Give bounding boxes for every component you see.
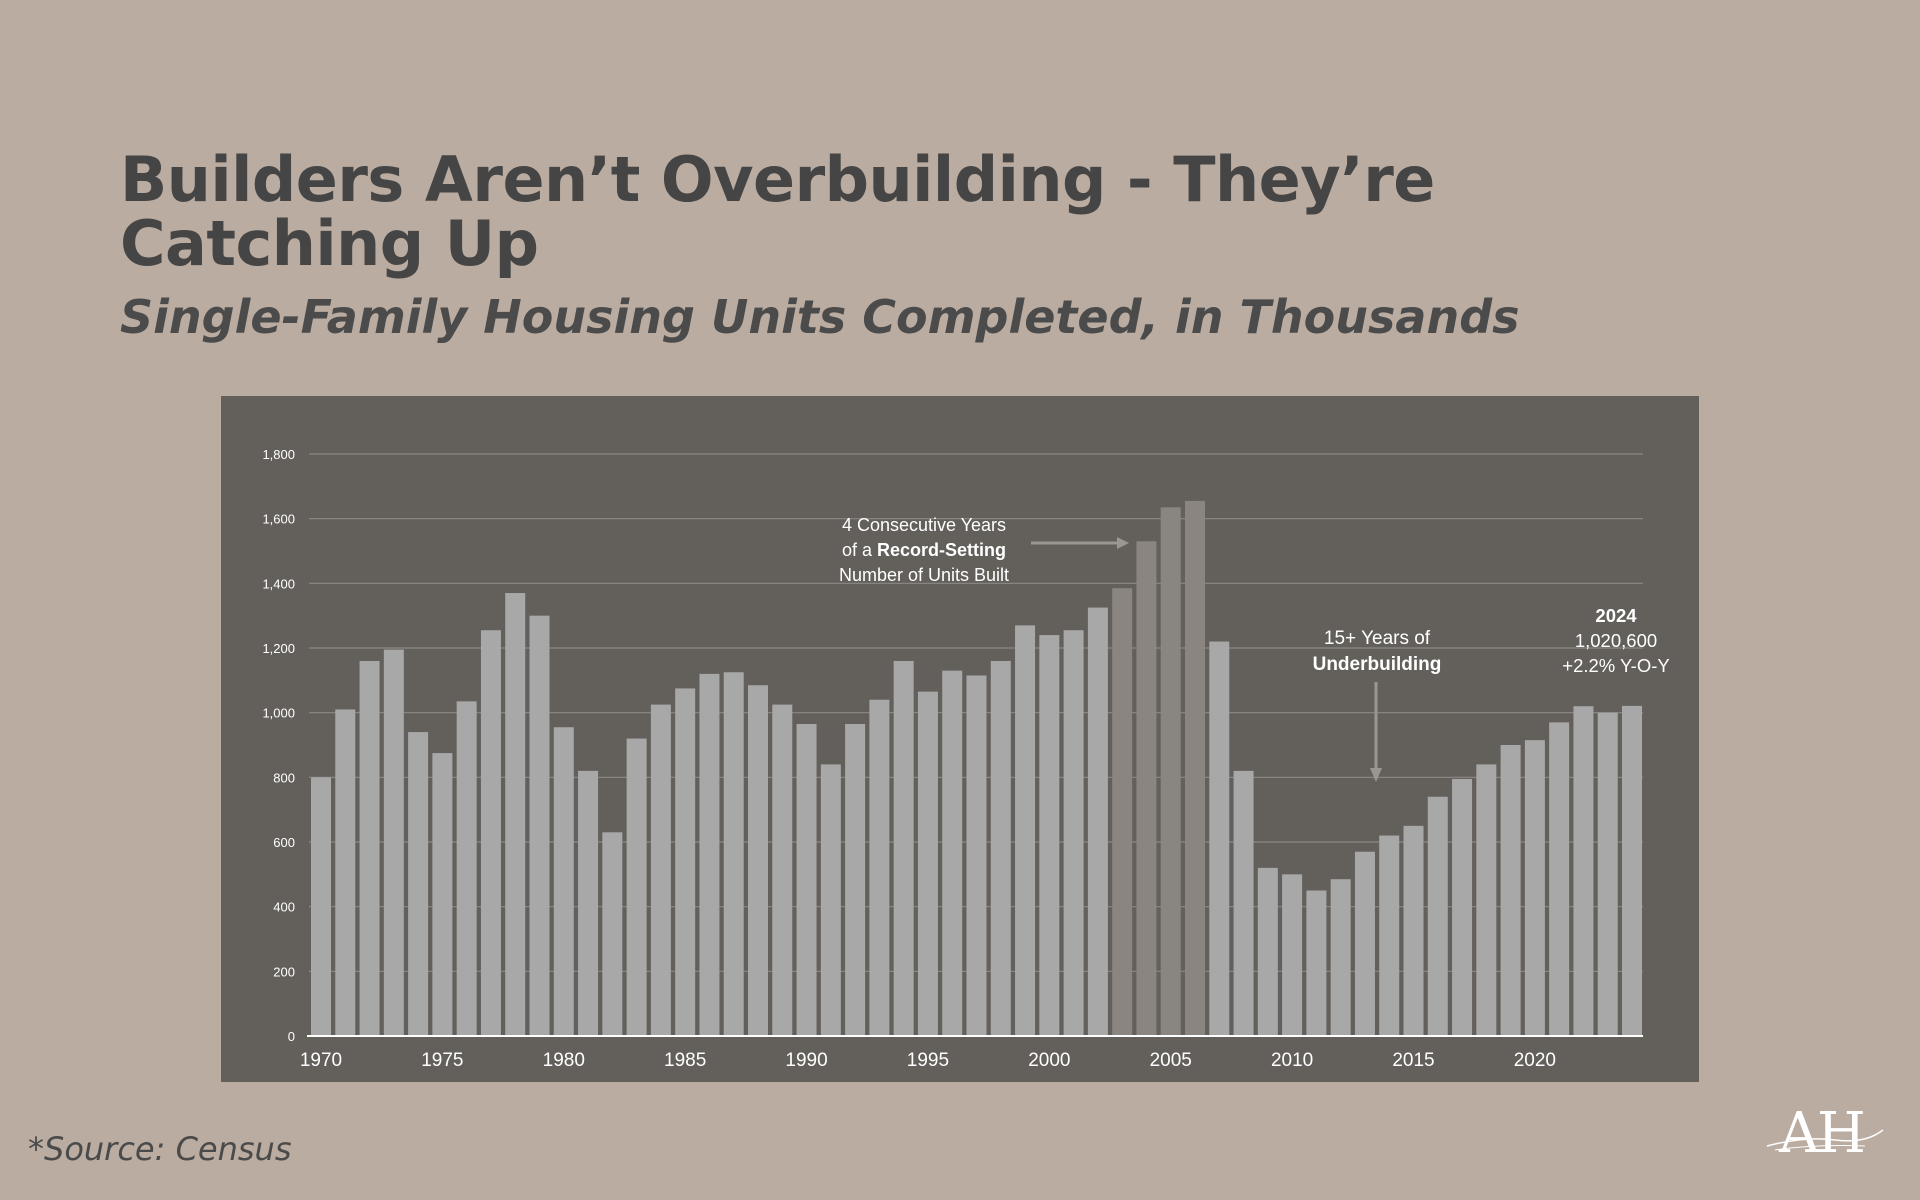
x-tick-label: 2000 [1028, 1050, 1070, 1071]
record-arrow-head [1117, 537, 1129, 549]
svg-text:A: A [1778, 1101, 1820, 1160]
y-tick-label: 0 [288, 1029, 295, 1044]
y-tick-label: 200 [273, 964, 295, 979]
x-tick-label: 1980 [543, 1050, 585, 1071]
bar-1998 [990, 660, 1011, 1036]
y-tick-label: 400 [273, 900, 295, 915]
y-tick-label: 1,400 [262, 576, 295, 591]
y-tick-label: 1,000 [262, 706, 295, 721]
page-subtitle: Single-Family Housing Units Completed, i… [120, 290, 1520, 344]
bar-1981 [578, 770, 599, 1036]
bar-2009 [1257, 867, 1278, 1036]
y-tick-label: 1,200 [262, 641, 295, 656]
x-tick-label: 2010 [1271, 1050, 1313, 1071]
bar-1995 [917, 691, 938, 1036]
bar-1994 [893, 660, 914, 1036]
bar-2003 [1112, 588, 1133, 1036]
annotation-underbuilding: 15+ Years of Underbuilding [1313, 628, 1442, 675]
bar-2016 [1427, 796, 1448, 1036]
bar-2022 [1573, 706, 1594, 1036]
bar-1970 [311, 777, 331, 1036]
bar-2011 [1306, 890, 1327, 1036]
bar-1992 [845, 723, 866, 1036]
bar-2017 [1452, 778, 1473, 1036]
y-tick-label: 1,800 [262, 447, 295, 462]
x-tick-label: 1995 [907, 1050, 949, 1071]
bar-1997 [966, 675, 987, 1036]
bar-1983 [626, 738, 647, 1036]
chart-panel: 0 200 400 600 800 1,000 1,200 1,400 1,600 1,800 19… [221, 396, 1699, 1082]
bar-1991 [820, 764, 841, 1036]
bar-1972 [359, 660, 380, 1036]
bar-1984 [650, 704, 671, 1036]
bar-1990 [796, 723, 817, 1036]
bar-2010 [1282, 874, 1303, 1036]
bar-1977 [480, 630, 501, 1036]
y-tick-label: 800 [273, 770, 295, 785]
bar-2012 [1330, 879, 1351, 1036]
bar-2020 [1524, 740, 1545, 1036]
y-tick-label: 1,600 [262, 512, 295, 527]
bar-1999 [1015, 625, 1036, 1036]
bar-2014 [1379, 835, 1400, 1036]
bar-2015 [1403, 825, 1424, 1036]
bar-1974 [408, 732, 429, 1036]
bar-2021 [1549, 722, 1570, 1036]
bar-2019 [1500, 745, 1521, 1036]
source-note: *Source: Census [28, 1130, 292, 1168]
x-tick-label: 1985 [664, 1050, 706, 1071]
bar-1975 [432, 753, 453, 1036]
bar-2024 [1622, 705, 1642, 1036]
bar-1979 [529, 615, 550, 1036]
bar-1989 [772, 704, 793, 1036]
bar-1976 [456, 701, 477, 1036]
bar-1973 [383, 649, 404, 1036]
y-tick-label: 600 [273, 835, 295, 850]
bar-2008 [1233, 770, 1254, 1036]
bar-2001 [1063, 630, 1084, 1036]
brand-logo: A H [1766, 1101, 1884, 1160]
x-tick-label: 2005 [1150, 1050, 1192, 1071]
svg-text:H: H [1817, 1101, 1866, 1160]
bar-2004 [1136, 541, 1157, 1036]
bar-1988 [748, 685, 768, 1036]
bar-2013 [1354, 851, 1375, 1036]
bar-2000 [1039, 635, 1060, 1036]
page-title: Builders Aren’t Overbuilding - They’re C… [120, 143, 1435, 280]
annotations: 4 Consecutive Years of a Record-Setting Nu… [839, 515, 1670, 782]
axes: 0 200 400 600 800 1,000 1,200 1,400 1,600 1,800 19… [262, 447, 1643, 1071]
bar-1978 [505, 593, 526, 1036]
bars [311, 500, 1642, 1037]
bar-1980 [553, 727, 574, 1036]
x-tick-label: 2015 [1392, 1050, 1434, 1071]
x-tick-label: 1975 [421, 1050, 463, 1071]
bar-2002 [1087, 607, 1108, 1036]
annotation-record-setting: 4 Consecutive Years of a Record-Setting Nu… [839, 515, 1009, 585]
bar-2006 [1185, 500, 1205, 1037]
bar-2007 [1209, 641, 1230, 1036]
bar-1987 [723, 672, 744, 1036]
bar-2018 [1476, 764, 1497, 1036]
bar-1982 [602, 832, 623, 1036]
bar-1996 [942, 670, 963, 1036]
bar-2005 [1160, 507, 1181, 1037]
bar-1986 [699, 673, 720, 1036]
x-tick-label: 1990 [785, 1050, 827, 1071]
bar-2023 [1597, 712, 1618, 1036]
x-tick-label: 2020 [1514, 1050, 1556, 1071]
bar-1971 [335, 709, 356, 1036]
underbuilding-arrow-head [1370, 768, 1382, 782]
x-tick-label: 1970 [300, 1050, 342, 1071]
bar-1993 [869, 699, 890, 1036]
bar-chart: 0 200 400 600 800 1,000 1,200 1,400 1,600 1,800 19… [262, 447, 1670, 1071]
annotation-latest-2024: 2024 1,020,600 +2.2% Y-O-Y [1562, 605, 1669, 676]
bar-1985 [675, 688, 696, 1036]
